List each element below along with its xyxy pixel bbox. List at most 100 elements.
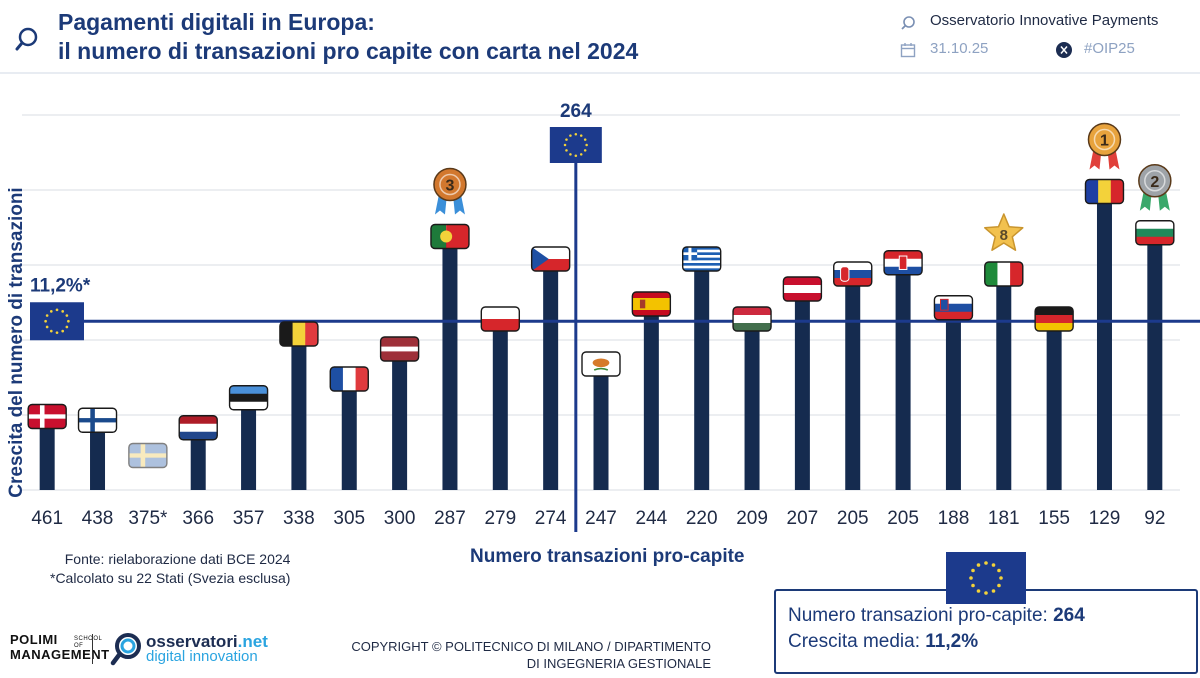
bar <box>341 385 357 490</box>
flag-slovenia <box>933 295 974 321</box>
source-notes: Fonte: rielaborazione dati BCE 2024 *Cal… <box>50 550 290 588</box>
copyright-line-1: COPYRIGHT © POLITECNICO DI MILANO / DIPA… <box>351 639 711 654</box>
bar <box>996 280 1012 490</box>
flag-latvia <box>379 336 420 362</box>
copyright: COPYRIGHT © POLITECNICO DI MILANO / DIPA… <box>315 638 711 672</box>
x-tick-label: 375* <box>128 508 168 529</box>
bar <box>845 280 861 490</box>
footnote: *Calcolato su 22 Stati (Svezia esclusa) <box>50 570 291 586</box>
x-tick-label: 244 <box>635 508 667 529</box>
title-line-1: Pagamenti digitali in Europa: <box>58 9 375 35</box>
summary-value-2: 11,2% <box>925 631 979 652</box>
x-tick-label: 279 <box>484 508 516 529</box>
x-tick-label: 274 <box>535 508 567 529</box>
x-tick-label: 209 <box>736 508 768 529</box>
osservatori-logo: osservatori.net digital innovation <box>110 632 268 671</box>
x-tick-label: 338 <box>283 508 315 529</box>
x-tick-labels: 461 438 375* 366 357 338 305 300 287 279 274 247 244… <box>31 508 1165 529</box>
flag-austria <box>782 276 823 302</box>
bar <box>593 370 609 490</box>
x-tick-label: 205 <box>887 508 919 529</box>
summary-label-2: Crescita media: <box>788 631 926 652</box>
x-tick-label: 220 <box>686 508 718 529</box>
bar <box>241 403 257 490</box>
flag-portugal <box>430 223 470 250</box>
reference-overlay: 11,2%* 264 <box>30 101 1200 532</box>
bar-chart: Crescita del numero di transazioni 11,2%… <box>6 101 1200 532</box>
page-title: Pagamenti digitali in Europa: il numero … <box>58 8 638 66</box>
osservatori-magnifier-icon <box>110 633 141 666</box>
x-tick-label: 366 <box>182 508 214 529</box>
svg-text:2: 2 <box>1150 174 1159 191</box>
copyright-line-2: DI INGEGNERIA GESTIONALE <box>526 656 711 671</box>
header-divider <box>0 72 1200 74</box>
average-transactions-label: 264 <box>560 101 592 122</box>
bar <box>39 422 55 490</box>
x-tick-label: 300 <box>384 508 416 529</box>
flag-hungary <box>732 306 772 332</box>
osservatori-tagline: digital innovation <box>146 648 258 665</box>
summary-line-1: Numero transazioni pro-capite: 264 <box>788 605 1085 627</box>
x-tick-label: 461 <box>31 508 63 529</box>
x-tick-label: 247 <box>585 508 617 529</box>
flag-finland <box>77 407 118 433</box>
calendar-icon <box>900 43 916 58</box>
x-tick-label: 438 <box>82 508 114 529</box>
x-tick-label: 129 <box>1089 508 1121 529</box>
logo-separator <box>92 634 93 664</box>
magnifier-icon <box>901 16 915 30</box>
flags <box>27 178 1175 469</box>
bar <box>1147 238 1163 490</box>
x-tick-label: 287 <box>434 508 466 529</box>
x-tick-label: 181 <box>988 508 1020 529</box>
osserv-name: osservatori <box>146 632 238 651</box>
date-label: 31.10.25 <box>930 40 989 57</box>
bar <box>945 313 961 490</box>
flag-poland <box>480 306 521 332</box>
magnifier-logo-icon <box>15 27 38 51</box>
bar <box>895 268 911 490</box>
x-axis-title: Numero transazioni pro-capite <box>470 546 745 567</box>
bar <box>643 310 659 490</box>
x-tick-label: 305 <box>333 508 365 529</box>
flag-germany <box>1034 306 1074 332</box>
flag-greece <box>681 246 722 272</box>
x-tick-label: 205 <box>837 508 869 529</box>
flag-croatia <box>883 250 923 276</box>
bar <box>291 340 307 490</box>
bar <box>442 242 458 490</box>
bar <box>190 433 206 490</box>
medal-icon: 2 <box>1138 164 1172 211</box>
bar <box>744 325 760 490</box>
polimi-line-2: MANAGEMENT <box>10 647 110 662</box>
bar <box>1096 197 1112 490</box>
polimi-small: SCHOOL OF <box>74 636 103 649</box>
x-tick-label: 357 <box>233 508 265 529</box>
flag-czech-republic <box>530 246 571 272</box>
flag-netherlands <box>178 415 218 441</box>
medals: 1 2 3 8 <box>433 122 1172 251</box>
flag-cyprus <box>581 351 621 377</box>
eu-flag-growth <box>30 302 84 341</box>
x-tick-label: 155 <box>1038 508 1070 529</box>
summary-label-1: Numero transazioni pro-capite: <box>788 605 1054 626</box>
flag-spain <box>631 291 672 317</box>
svg-text:8: 8 <box>1000 227 1008 244</box>
bar <box>90 426 106 490</box>
flag-slovakia <box>833 261 873 287</box>
medal-icon: 1 <box>1087 122 1122 170</box>
bar <box>492 325 508 490</box>
bar <box>392 355 408 490</box>
flag-estonia <box>228 385 269 411</box>
bars <box>39 197 1163 490</box>
summary-eu-flag <box>946 552 1026 604</box>
star-badge-icon: 8 <box>984 213 1024 251</box>
bar <box>543 265 559 490</box>
x-tick-label: 207 <box>787 508 819 529</box>
flag-romania <box>1084 178 1125 205</box>
title-line-2: il numero di transazioni pro capite con … <box>58 38 639 64</box>
osserv-tld: .net <box>237 632 268 651</box>
flag-bulgaria <box>1135 220 1175 246</box>
source-note: Fonte: rielaborazione dati BCE 2024 <box>64 551 291 567</box>
polimi-line-1: POLIMI <box>10 632 58 647</box>
